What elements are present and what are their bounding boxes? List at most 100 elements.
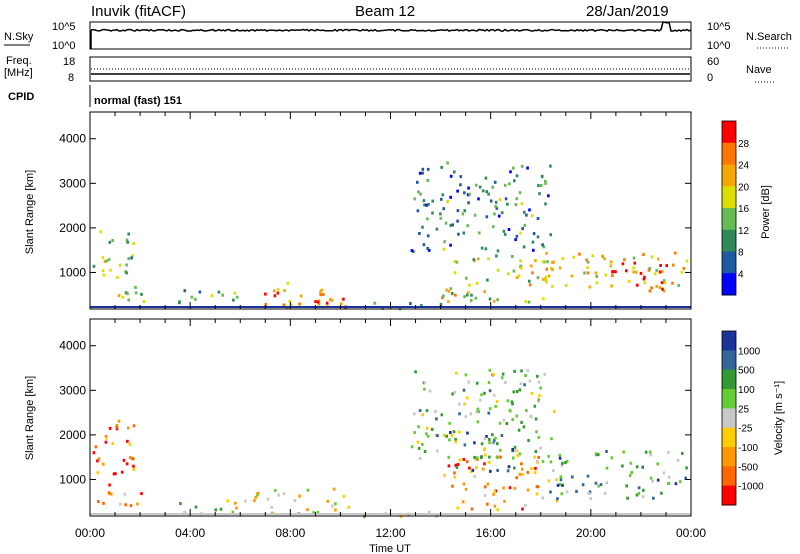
- scatter-cell: [122, 458, 126, 462]
- scatter-cell: [535, 430, 538, 434]
- colorbar-segment: [722, 208, 736, 231]
- scatter-cell: [443, 240, 446, 244]
- scatter-cell: [586, 260, 590, 264]
- scatter-cell: [509, 170, 512, 174]
- scatter-cell: [253, 499, 256, 503]
- scatter-cell: [546, 260, 549, 264]
- colorbar-segment: [722, 273, 736, 296]
- scatter-cell: [132, 467, 136, 471]
- scatter-cell: [454, 440, 458, 444]
- scatter-cell: [660, 281, 664, 285]
- scatter-cell: [449, 223, 453, 227]
- scatter-cell: [130, 256, 133, 260]
- scatter-cell: [459, 183, 462, 187]
- scatter-cell: [559, 475, 563, 479]
- scatter-cell: [421, 225, 424, 229]
- scatter-cell: [594, 452, 598, 456]
- scatter-cell: [417, 190, 420, 194]
- scatter-cell: [131, 254, 135, 258]
- scatter-cell: [560, 464, 564, 468]
- scatter-cell: [464, 415, 468, 419]
- scatter-cell: [463, 295, 466, 299]
- scatter-cell: [519, 264, 523, 268]
- nsky-label: N.Sky: [4, 31, 34, 43]
- scatter-cell: [425, 432, 428, 436]
- scatter-cell: [109, 268, 112, 272]
- scatter-cell: [342, 494, 346, 498]
- scatter-cell: [547, 454, 550, 458]
- scatter-cell: [518, 452, 522, 456]
- colorbar-segment: [722, 331, 736, 351]
- scatter-cell: [430, 427, 434, 431]
- scatter-cell: [564, 284, 568, 287]
- scatter-cell: [264, 292, 267, 296]
- scatter-cell: [649, 476, 653, 480]
- scatter-cell: [214, 508, 217, 512]
- nsky-series: [91, 21, 692, 33]
- scatter-cell: [264, 302, 267, 306]
- scatter-cell: [500, 211, 504, 215]
- scatter-cell: [446, 161, 449, 165]
- velocity-colorbar: 1000 500 100 25 -25 -100 -500 -1000: [721, 330, 764, 506]
- colorbar-segment: [722, 369, 736, 390]
- scatter-cell: [418, 409, 422, 413]
- scatter-cell: [105, 259, 108, 263]
- time-tick-label: 00:00: [75, 526, 105, 540]
- scatter-cell: [373, 301, 377, 305]
- scatter-cell: [633, 261, 637, 265]
- scatter-cell: [422, 243, 426, 247]
- scatter-cell: [488, 389, 492, 393]
- scatter-cell: [541, 460, 545, 463]
- scatter-cell: [578, 252, 581, 256]
- scatter-cell: [504, 197, 508, 201]
- scatter-cell: [97, 457, 101, 461]
- scatter-cell: [526, 369, 530, 373]
- scatter-cell: [426, 217, 429, 221]
- scatter-cell: [422, 199, 426, 203]
- scatter-cell: [478, 185, 482, 189]
- scatter-cell: [491, 185, 495, 189]
- scatter-cell: [282, 492, 286, 496]
- nsky-tick-top: 10^5: [52, 21, 76, 33]
- scatter-cell: [92, 264, 96, 268]
- colorbar-tick-label: 500: [738, 366, 755, 377]
- scatter-cell: [655, 268, 658, 272]
- scatter-cell: [610, 456, 614, 460]
- scatter-cell: [623, 258, 626, 262]
- scatter-cell: [545, 267, 548, 271]
- scatter-cell: [423, 450, 427, 453]
- scatter-cell: [611, 274, 614, 278]
- scatter-cell: [537, 184, 540, 188]
- scatter-cell: [488, 297, 492, 301]
- scatter-cell: [586, 474, 590, 478]
- scatter-cell: [510, 400, 514, 404]
- scatter-cell: [521, 227, 524, 231]
- scatter-cell: [681, 451, 684, 455]
- scatter-cell: [463, 209, 467, 213]
- scatter-cell: [603, 257, 606, 261]
- scatter-cell: [219, 507, 223, 511]
- scatter-cell: [492, 225, 495, 229]
- scatter-cell: [427, 248, 431, 252]
- scatter-cell: [478, 231, 481, 235]
- scatter-cell: [549, 460, 553, 464]
- scatter-cell: [495, 254, 498, 258]
- scatter-cell: [520, 462, 523, 466]
- scatter-cell: [108, 426, 112, 430]
- scatter-cell: [496, 508, 500, 512]
- scatter-cell: [648, 289, 652, 293]
- scatter-cell: [306, 508, 309, 512]
- scatter-cell: [559, 478, 563, 482]
- scatter-cell: [455, 465, 459, 469]
- scatter-cell: [458, 412, 461, 416]
- scatter-cell: [441, 193, 445, 197]
- scatter-cell: [661, 287, 664, 291]
- scatter-cell: [630, 471, 633, 474]
- scatter-cell: [671, 281, 674, 285]
- scatter-cell: [129, 456, 132, 459]
- scatter-cell: [605, 466, 609, 470]
- scatter-cell: [440, 165, 443, 169]
- scatter-cell: [477, 197, 480, 201]
- scatter-cell: [442, 207, 445, 211]
